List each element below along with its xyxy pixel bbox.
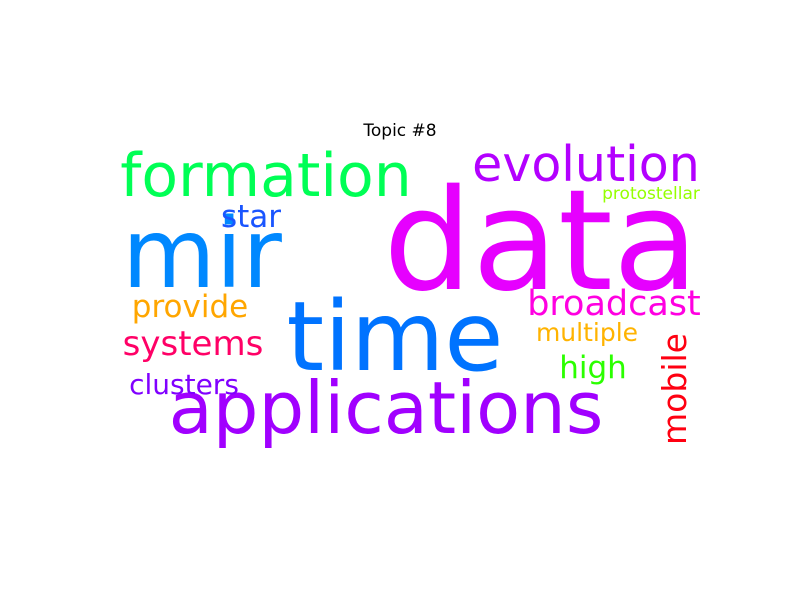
word-mir: mir xyxy=(122,198,282,310)
chart-title: Topic #8 xyxy=(363,121,437,141)
word-applications: applications xyxy=(169,366,604,450)
word-broadcast: broadcast xyxy=(527,284,701,324)
word-formation: formation xyxy=(120,141,412,211)
word-protostellar: protostellar xyxy=(602,184,700,204)
word-multiple: multiple xyxy=(536,318,638,347)
word-star: star xyxy=(221,199,281,235)
word-data: data xyxy=(383,160,698,323)
word-time: time xyxy=(287,281,504,393)
word-provide: provide xyxy=(132,289,248,325)
word-high: high xyxy=(559,350,627,386)
word-mobile: mobile xyxy=(655,333,694,445)
word-evolution: evolution xyxy=(472,136,700,193)
word-clusters: clusters xyxy=(129,368,239,401)
word-systems: systems xyxy=(123,324,264,364)
